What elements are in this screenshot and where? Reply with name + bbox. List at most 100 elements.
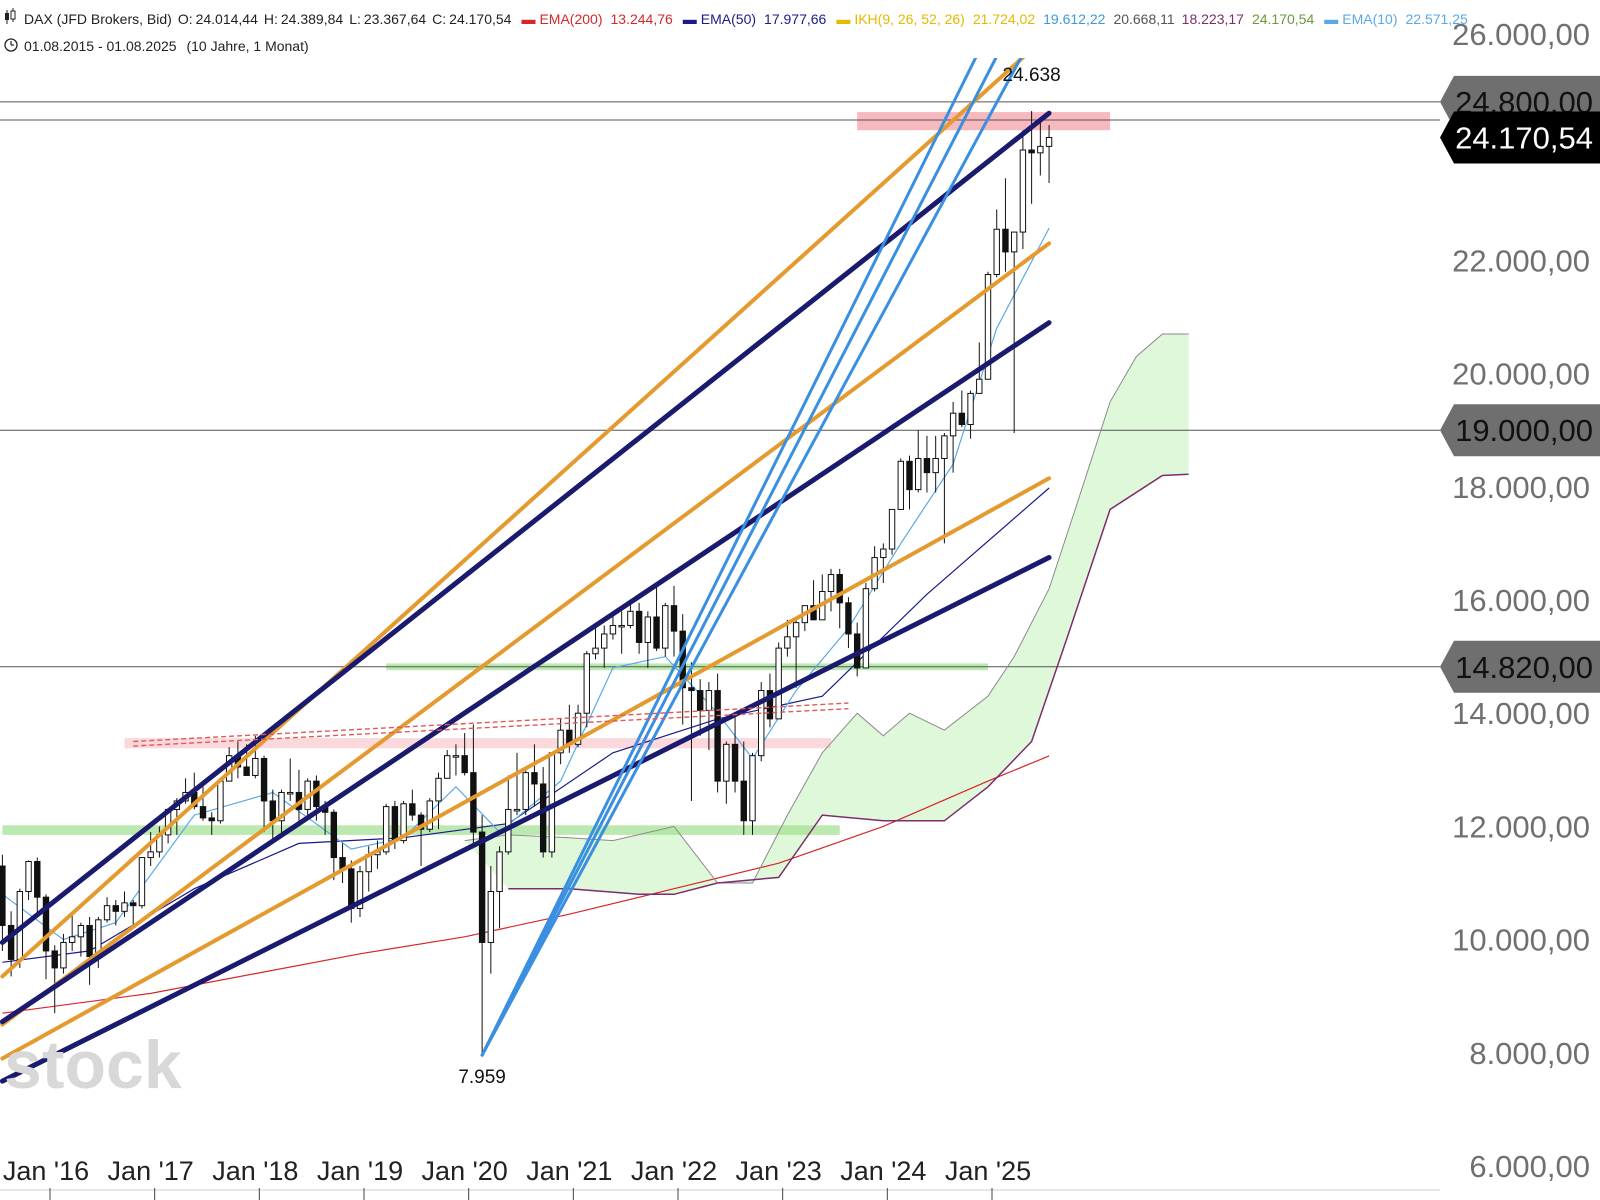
indicator-swatch-icon: ▬ — [836, 11, 850, 27]
svg-text:19.000,00: 19.000,00 — [1455, 413, 1593, 448]
candle-2018-05 — [287, 758, 294, 801]
candle-2017-08 — [208, 812, 215, 835]
y-tick-label: 20.000,00 — [1452, 357, 1590, 392]
candle-2021-07 — [618, 611, 625, 654]
trend-line-1 — [0, 241, 1052, 1027]
indicator-swatch-icon: ▬ — [1324, 11, 1338, 27]
y-tick-label: 10.000,00 — [1452, 923, 1590, 958]
indicator-name: EMA(10) — [1342, 11, 1397, 27]
candle-2024-06 — [923, 435, 931, 493]
period-note: (10 Jahre, 1 Monat) — [186, 38, 308, 54]
candle-2022-12 — [766, 673, 774, 728]
candle-2023-03 — [792, 616, 800, 688]
x-axis[interactable]: Jan '16 Jan '17 Jan '18 Jan '19 Jan '20 Jan '… — [0, 1156, 1440, 1200]
candle-2019-12 — [452, 744, 460, 776]
candle-2020-02 — [470, 724, 477, 844]
trend-line-4 — [0, 320, 1052, 1025]
candle-2023-09 — [845, 597, 852, 649]
candle-2019-03 — [374, 840, 381, 869]
candle-2020-06 — [505, 775, 512, 855]
candle-2016-11 — [130, 900, 137, 929]
candle-2018-02 — [260, 755, 268, 833]
candle-2022-01 — [670, 585, 678, 657]
candle-type-icon[interactable] — [5, 8, 16, 24]
candle-2016-09 — [112, 900, 119, 926]
candle-2023-10 — [853, 622, 861, 677]
ohlc-label: C: — [432, 11, 446, 27]
candle-2020-03 — [478, 815, 486, 1056]
candle-2022-10 — [749, 752, 756, 835]
indicator-name: IKH(9, 26, 52, 26) — [854, 11, 965, 27]
trend-line-6 — [480, 0, 1006, 1057]
clock-icon — [4, 38, 18, 52]
candle-2021-04 — [592, 628, 599, 660]
ichimoku-cloud — [464, 333, 1189, 895]
y-tick-label: 14.000,00 — [1452, 696, 1590, 731]
candle-2024-04 — [906, 455, 913, 510]
candle-2017-01 — [147, 832, 154, 867]
candle-2023-08 — [836, 568, 843, 629]
x-tick-label: Jan '21 — [526, 1156, 612, 1186]
x-tick-label: Jan '25 — [945, 1156, 1031, 1186]
trend-line-5 — [0, 555, 1052, 1084]
x-tick-label: Jan '16 — [3, 1156, 89, 1186]
candle-2017-07 — [199, 786, 207, 821]
candle-2024-11 — [967, 390, 974, 439]
series-ema-200- — [2, 755, 1050, 1014]
y-axis[interactable]: 26.000,00 22.000,00 20.000,00 18.000,00 16.0… — [1440, 0, 1600, 1200]
candle-2020-12 — [557, 718, 564, 765]
x-tick-label: Jan '22 — [631, 1156, 717, 1186]
indicator-swatch-icon: ▬ — [521, 11, 535, 27]
extreme-labels: 24.638 7.959 — [458, 65, 1060, 1088]
period-dates: 01.08.2015 - 01.08.2025 — [24, 38, 177, 54]
candle-2016-02 — [51, 945, 58, 1014]
candle-2022-11 — [758, 682, 765, 762]
x-tick-label: Jan '18 — [212, 1156, 298, 1186]
indicator-swatch-icon: ▬ — [683, 11, 697, 27]
candle-2023-01 — [775, 642, 782, 720]
candle-2023-02 — [784, 619, 791, 657]
dashed-resistance-lines — [133, 702, 849, 747]
candle-2025-03 — [1002, 178, 1009, 272]
ohlc-label: L: — [349, 11, 361, 27]
horizontal-levels — [0, 101, 1440, 668]
candle-2019-10 — [435, 772, 442, 830]
x-tick-label: Jan '20 — [422, 1156, 508, 1186]
candle-2024-02 — [888, 508, 896, 555]
candle-2025-02 — [993, 209, 1000, 278]
cloud-area — [464, 333, 1189, 895]
candle-2015-12 — [34, 857, 41, 917]
candle-2019-01 — [356, 866, 364, 917]
y-tick-label: 8.000,00 — [1469, 1036, 1590, 1071]
candle-2018-11 — [339, 843, 346, 884]
ohlc-value: 24.014,44 — [196, 11, 258, 27]
candle-2015-11 — [25, 860, 32, 900]
y-tick-label: 6.000,00 — [1469, 1149, 1590, 1184]
watermark: stock — [4, 1027, 182, 1103]
indicator-value: 21.724,02 — [973, 11, 1035, 27]
candle-2017-09 — [217, 778, 224, 824]
candle-2020-01 — [461, 733, 468, 776]
candle-2018-12 — [348, 860, 355, 923]
legend-line: DAX (JFD Brokers, Bid) O: 24.014,44 H: 24.38… — [24, 11, 1468, 27]
candle-2021-05 — [601, 625, 608, 668]
chart-header: DAX (JFD Brokers, Bid) O: 24.014,44 H: 24.38… — [0, 0, 1468, 58]
extreme-label-0: 24.638 — [1003, 65, 1061, 86]
indicator-value: 17.977,66 — [764, 11, 826, 27]
indicator-value: 13.244,76 — [611, 11, 673, 27]
price-tag-3: 14.820,00 — [1440, 640, 1600, 693]
dashed-line-0 — [133, 702, 849, 743]
x-tick-label: Jan '19 — [317, 1156, 403, 1186]
candle-2022-04 — [696, 679, 704, 736]
candle-2023-12 — [871, 546, 878, 592]
ohlc-value: 23.367,64 — [364, 11, 426, 27]
extreme-label-1: 7.959 — [458, 1067, 506, 1088]
x-tick-label: Jan '24 — [840, 1156, 926, 1186]
candle-2016-06 — [86, 916, 93, 985]
candle-2018-10 — [330, 809, 338, 881]
ohlc-label: H: — [264, 11, 278, 27]
candle-2020-07 — [513, 752, 521, 816]
ohlc-value: 24.170,54 — [449, 11, 511, 27]
